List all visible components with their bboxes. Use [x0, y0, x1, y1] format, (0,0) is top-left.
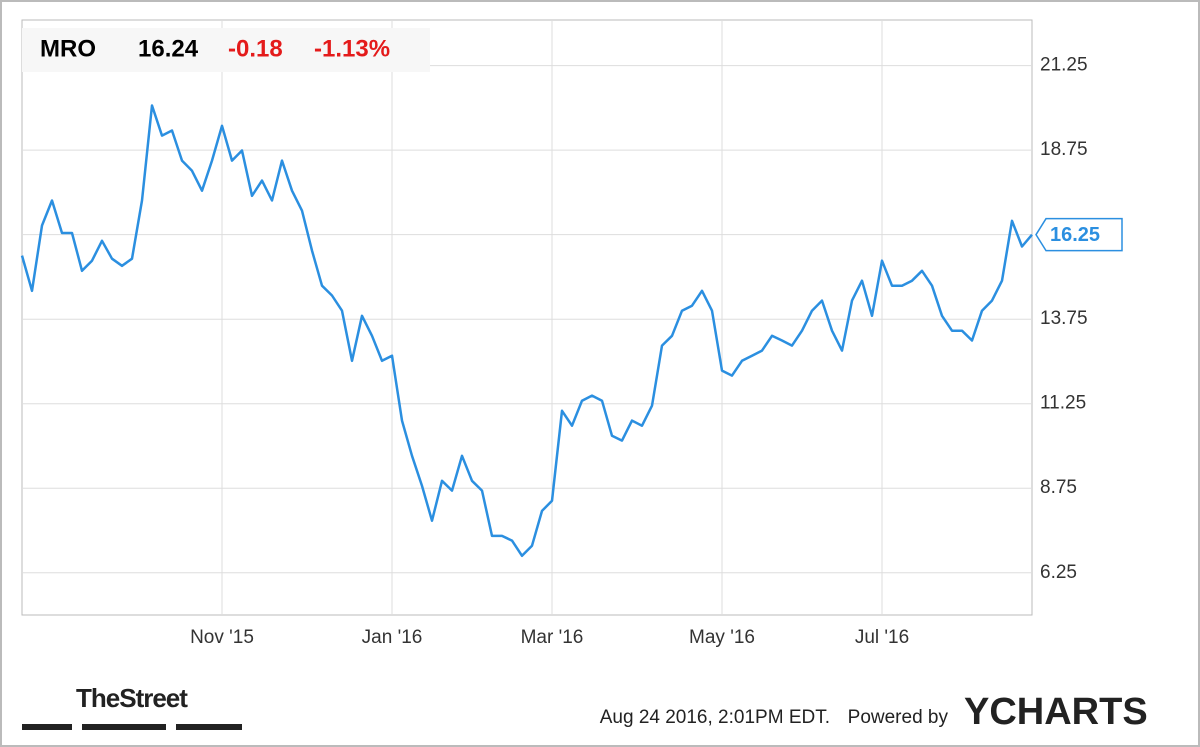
y-tick-label: 6.25 [1040, 562, 1077, 583]
change-pct: -1.13% [314, 35, 390, 62]
powered-by: Powered by [848, 707, 949, 728]
brand-logo: TheStreet [22, 683, 242, 730]
change: -0.18 [228, 35, 283, 62]
price: 16.24 [138, 35, 199, 62]
brand-bar [22, 724, 72, 730]
grid [22, 20, 1032, 615]
y-tick-label: 21.25 [1040, 55, 1088, 76]
timestamp: Aug 24 2016, 2:01PM EDT. [600, 707, 830, 728]
header-box [22, 28, 430, 72]
brand-bar [82, 724, 166, 730]
lines [20, 104, 1033, 558]
last-value-flag [1035, 217, 1123, 252]
x-tick-label: May '16 [689, 627, 755, 648]
ycharts-logo: YCHARTS [964, 691, 1148, 733]
y-tick-label: 11.25 [1040, 393, 1086, 414]
y-tick-label: 13.75 [1040, 308, 1088, 329]
x-tick-label: Jul '16 [855, 627, 909, 648]
last-value-label: 16.25 [1050, 224, 1100, 246]
price-line [20, 104, 1033, 558]
brand: TheStreet [76, 683, 188, 713]
x-tick-label: Nov '15 [190, 627, 254, 648]
y-tick-label: 8.75 [1040, 477, 1077, 498]
plot-area [21, 19, 1033, 616]
y-tick-label: 18.75 [1040, 139, 1088, 160]
x-tick-label: Jan '16 [362, 627, 423, 648]
ticker: MRO [40, 35, 96, 62]
brand-bar [176, 724, 242, 730]
x-tick-label: Mar '16 [521, 627, 584, 648]
